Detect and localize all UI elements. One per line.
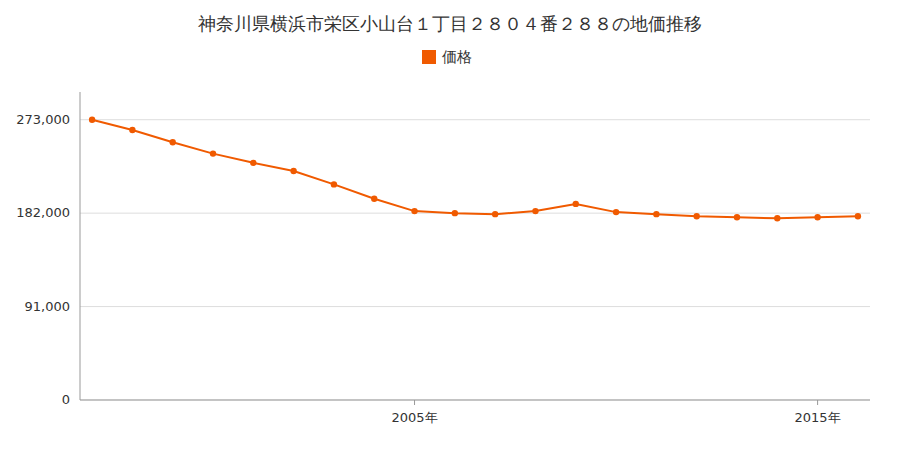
marker (331, 181, 337, 187)
title: 神奈川県横浜市栄区小山台１丁目２８０４番２８８の地価推移 (198, 13, 702, 34)
marker (653, 211, 659, 217)
marker (734, 214, 740, 220)
y-tick-label: 0 (62, 392, 70, 407)
x-tick (817, 400, 818, 405)
y-tick-label: 91,000 (25, 299, 71, 314)
marker (613, 209, 619, 215)
x-tick-label: 2015年 (795, 410, 841, 425)
marker (250, 160, 256, 166)
marker (855, 213, 861, 219)
marker (814, 214, 820, 220)
legend: 価格 (422, 48, 472, 66)
y-tick-label: 273,000 (16, 112, 70, 127)
background (0, 0, 900, 450)
chart-svg: 神奈川県横浜市栄区小山台１丁目２８０４番２８８の地価推移価格 0 91,000 182… (0, 0, 900, 450)
marker (290, 168, 296, 174)
marker (371, 196, 377, 202)
marker (774, 215, 780, 221)
x-tick (414, 400, 415, 405)
marker (693, 213, 699, 219)
legend-swatch (422, 50, 436, 64)
plot-data (89, 117, 861, 222)
legend-label: 価格 (442, 48, 472, 66)
x-axis-line (80, 400, 870, 401)
marker (170, 139, 176, 145)
line (92, 120, 858, 219)
marker (532, 208, 538, 214)
y-tick-label: 182,000 (16, 205, 70, 220)
grid-line (80, 119, 870, 120)
y-axis-line (80, 92, 81, 400)
x-axis: 2005年 2015年 (80, 400, 870, 425)
marker (452, 210, 458, 216)
marker (210, 150, 216, 156)
marker (492, 211, 498, 217)
x-tick-label: 2005年 (391, 410, 437, 425)
chart-container: 神奈川県横浜市栄区小山台１丁目２８０４番２８８の地価推移価格 0 91,000 182… (0, 0, 900, 450)
marker (573, 201, 579, 207)
marker (411, 208, 417, 214)
grid-line (80, 400, 870, 401)
y-axis: 0 91,000 182,000 273,000 (16, 92, 870, 407)
grid-line (80, 306, 870, 307)
marker (89, 117, 95, 123)
marker (129, 127, 135, 133)
